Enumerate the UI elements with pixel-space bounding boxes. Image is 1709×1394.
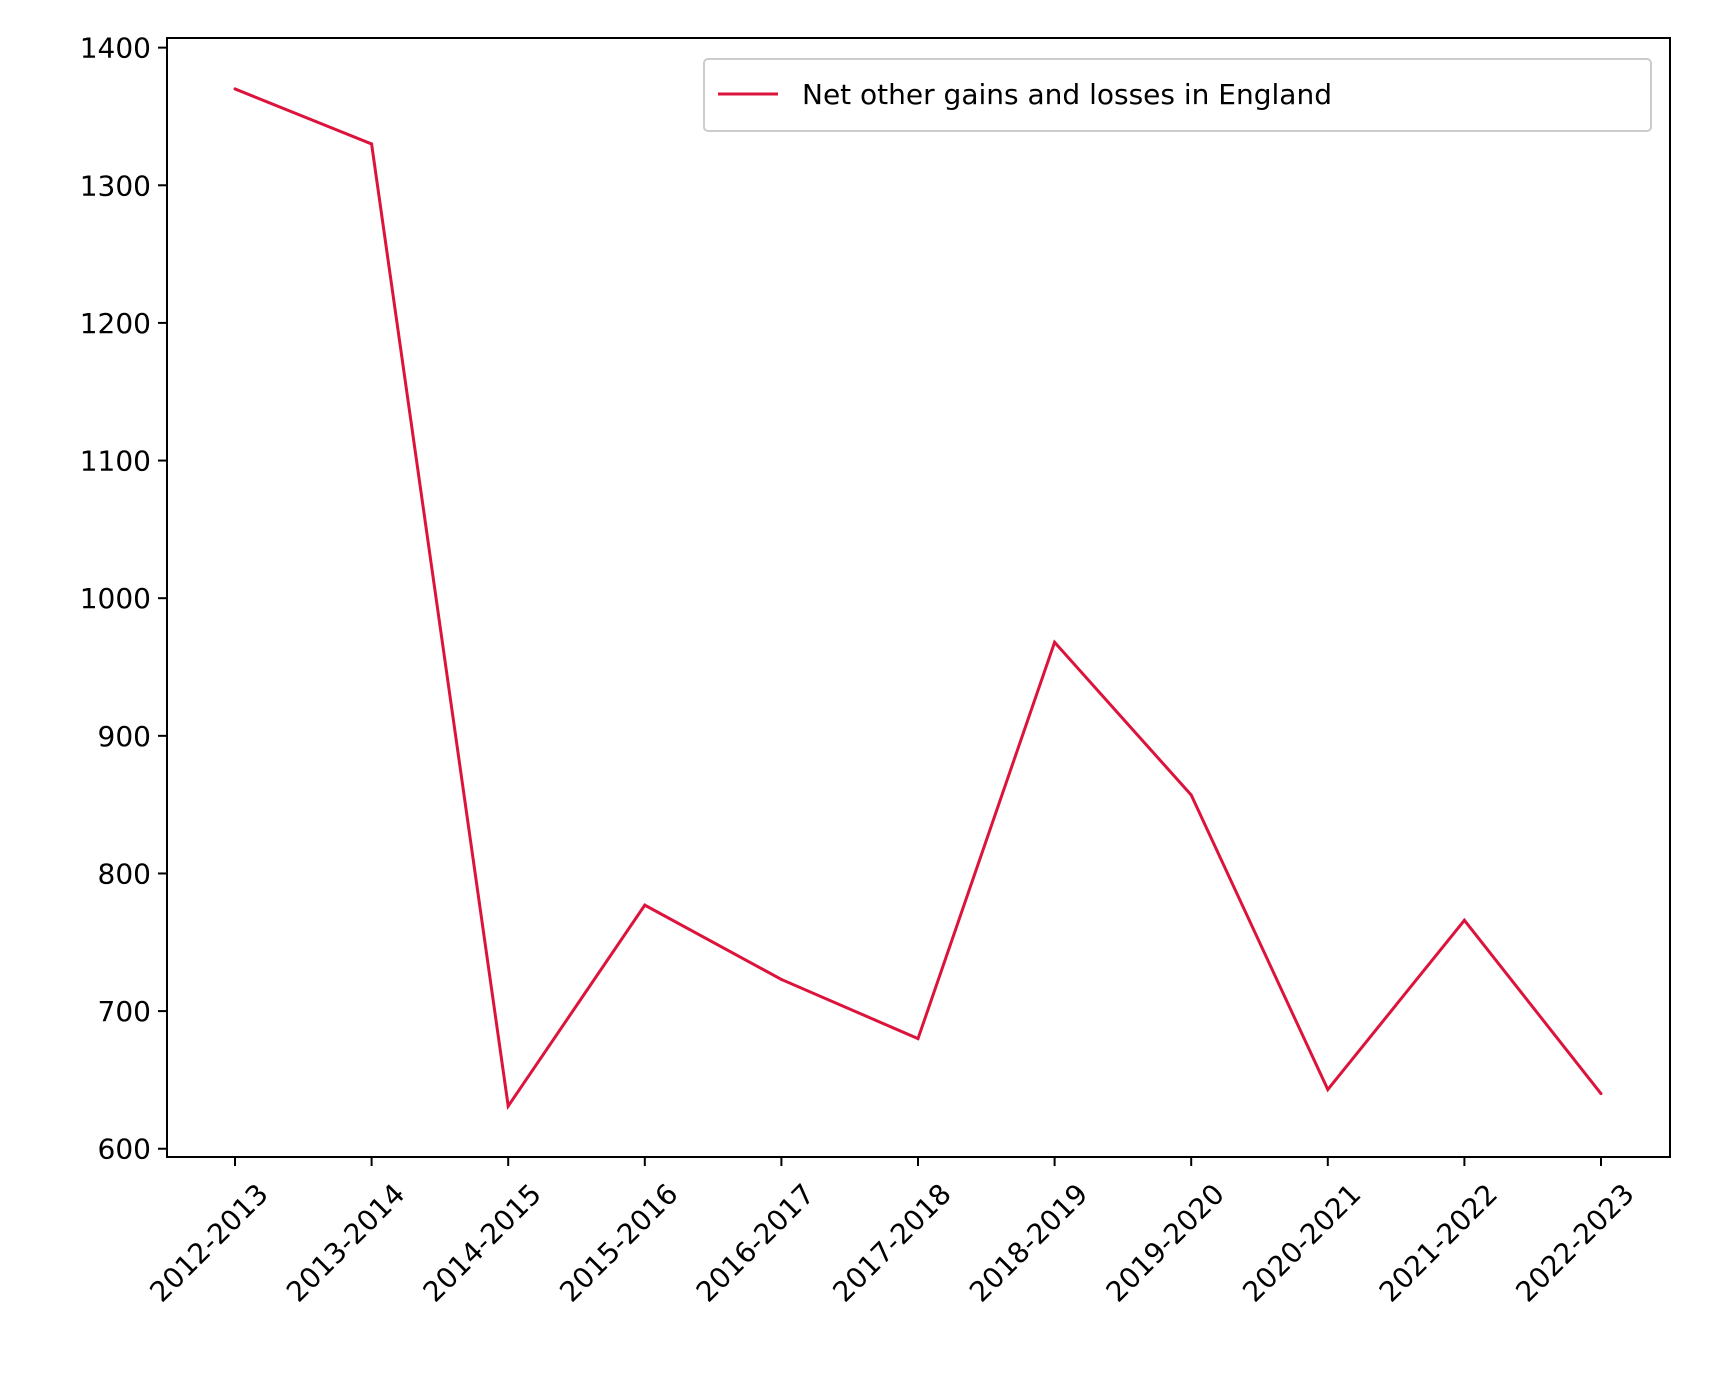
legend-label: Net other gains and losses in England xyxy=(802,78,1332,111)
y-tick-label: 900 xyxy=(98,720,151,753)
data-point xyxy=(779,977,783,981)
legend: Net other gains and losses in England xyxy=(703,58,1652,132)
series-layer xyxy=(233,87,1603,1111)
legend-box xyxy=(703,58,1652,132)
y-tick-label: 800 xyxy=(98,857,151,890)
data-point xyxy=(1599,1092,1603,1096)
data-point xyxy=(233,87,237,91)
y-tick-label: 1000 xyxy=(80,582,151,615)
y-tick-label: 1200 xyxy=(80,307,151,340)
data-point xyxy=(506,1104,510,1108)
data-point xyxy=(1462,918,1466,922)
y-tick-label: 1300 xyxy=(80,169,151,202)
data-point xyxy=(916,1037,920,1041)
plot-frame xyxy=(166,37,1671,1158)
y-tick-label: 1100 xyxy=(80,445,151,478)
plot-area xyxy=(167,38,1670,1157)
y-tick-label: 1400 xyxy=(80,32,151,65)
y-tick-label: 700 xyxy=(98,995,151,1028)
data-point xyxy=(1053,640,1057,644)
data-point xyxy=(643,903,647,907)
data-point xyxy=(1189,793,1193,797)
y-tick-label: 600 xyxy=(98,1133,151,1166)
y-axis: 600 700 800 900 1000 1100 1200 1300 1400 xyxy=(80,32,167,1166)
data-point xyxy=(370,142,374,146)
data-point xyxy=(1326,1088,1330,1092)
